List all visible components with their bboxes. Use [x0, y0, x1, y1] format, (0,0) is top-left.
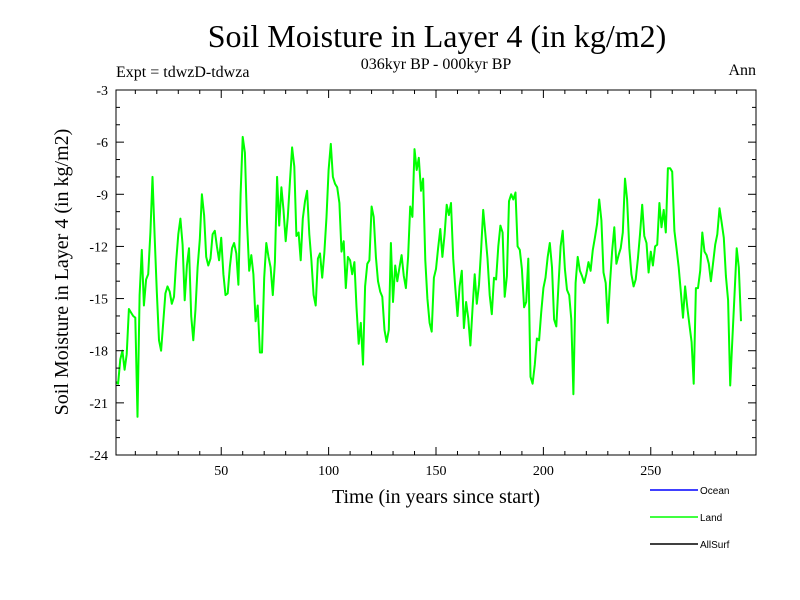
y-tick-label: -12	[89, 240, 108, 255]
legend-label-ocean: Ocean	[700, 486, 729, 497]
legend-label-allsurf: AllSurf	[700, 540, 730, 551]
y-tick-label: -21	[89, 397, 108, 412]
y-tick-label: -9	[96, 188, 108, 203]
x-tick-label: 200	[533, 464, 554, 479]
chart-title: Soil Moisture in Layer 4 (in kg/m2)	[208, 18, 667, 54]
y-tick-label: -18	[89, 345, 108, 360]
y-tick-label: -6	[96, 136, 108, 151]
y-tick-label: -3	[96, 84, 108, 99]
y-axis-label: Soil Moisture in Layer 4 (in kg/m2)	[51, 129, 73, 416]
plot-layer	[115, 135, 742, 418]
y-tick-label: -15	[89, 293, 108, 308]
expt-label: Expt = tdwzD-tdwza	[116, 64, 249, 81]
x-tick-label: 50	[214, 464, 228, 479]
axis-layer: 50 100 150 200 250 -24 -21 -18 -15 -12 -9 -6 -3	[89, 84, 757, 479]
series-line-land	[115, 135, 742, 418]
season-label: Ann	[728, 62, 756, 79]
chart-subtitle: 036kyr BP - 000kyr BP	[361, 56, 512, 73]
x-axis-label: Time (in years since start)	[332, 486, 540, 508]
y-tick-label: -24	[89, 449, 108, 464]
legend: Ocean Land AllSurf	[650, 486, 730, 551]
x-tick-label: 100	[318, 464, 339, 479]
legend-label-land: Land	[700, 513, 722, 524]
x-tick-label: 150	[426, 464, 447, 479]
x-tick-label: 250	[640, 464, 661, 479]
